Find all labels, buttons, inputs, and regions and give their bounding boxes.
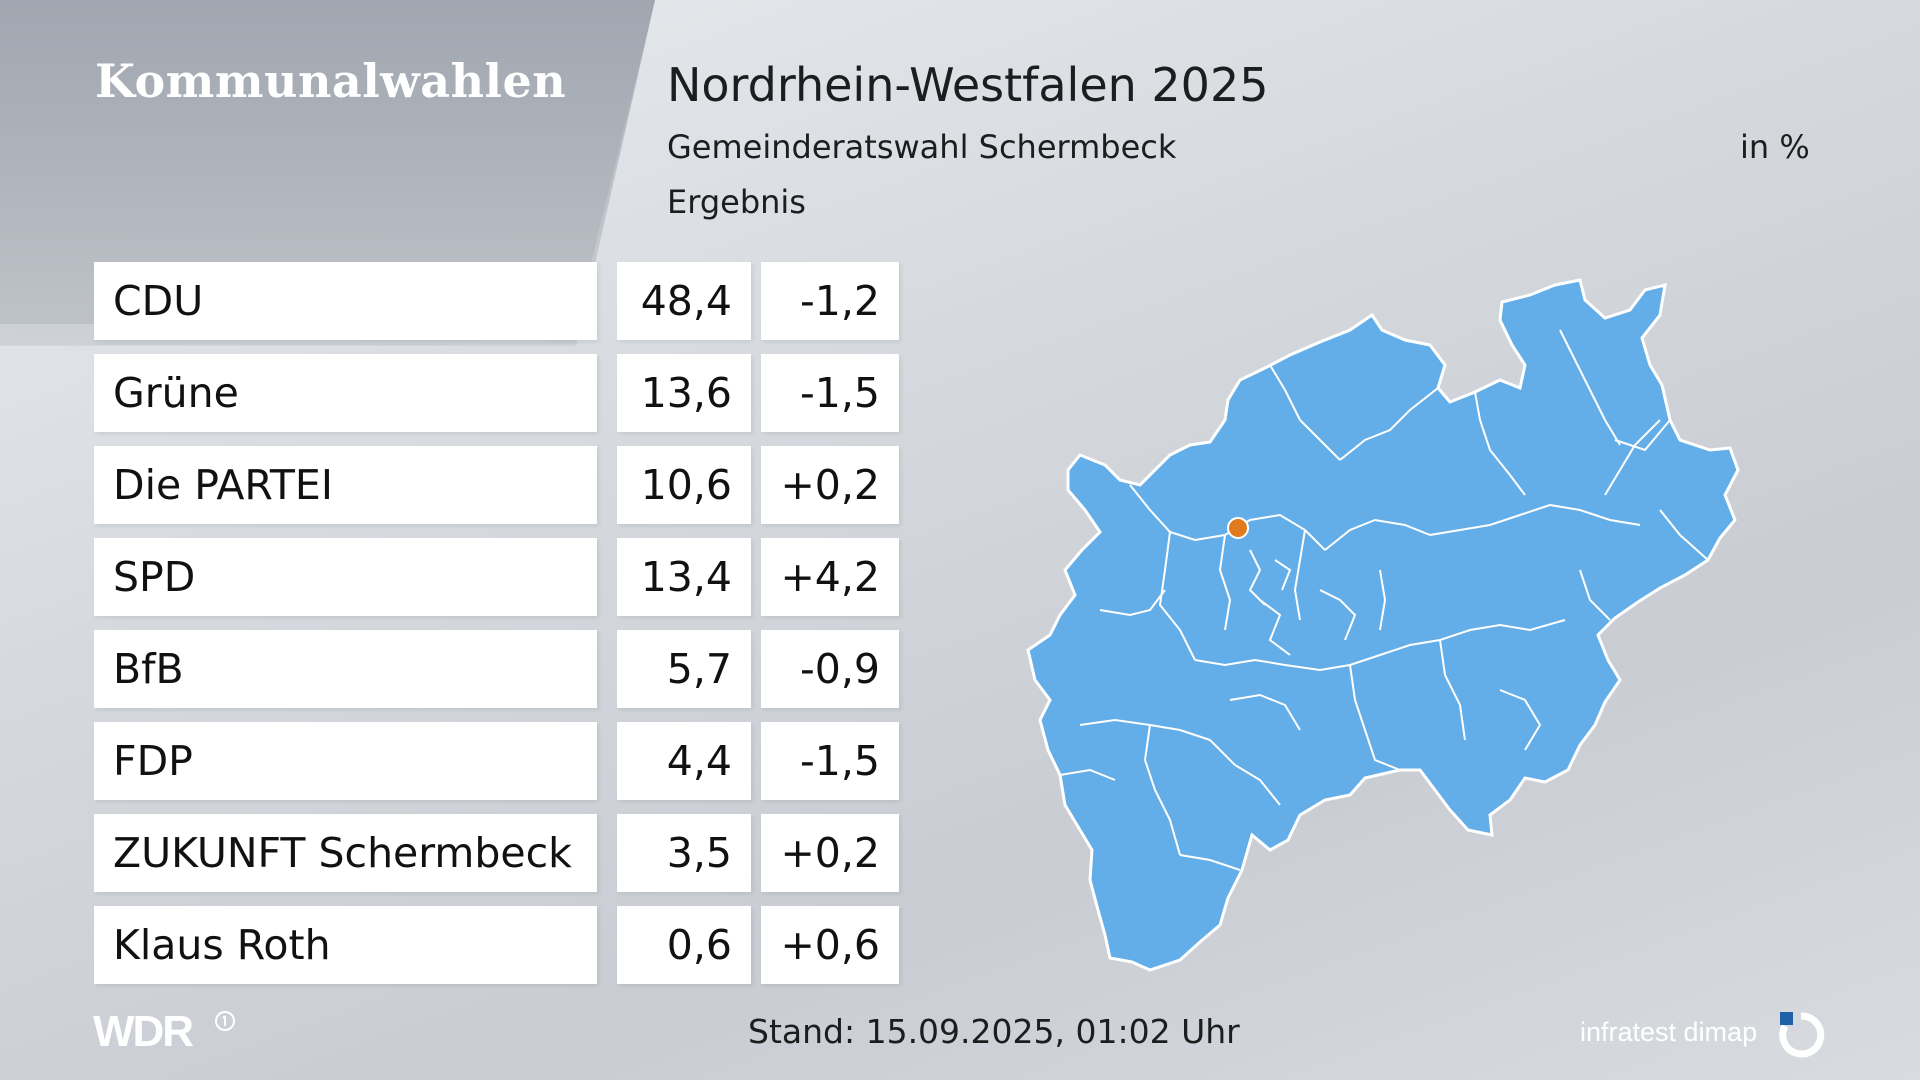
vote-share-cell: 48,4 xyxy=(617,262,751,340)
unit-label: in % xyxy=(1740,128,1810,166)
district-border xyxy=(1274,559,1292,591)
district-border xyxy=(1429,504,1551,536)
district-border xyxy=(1319,639,1441,671)
nrw-map xyxy=(1026,278,1740,972)
party-name-cell: BfB xyxy=(94,630,597,708)
table-row: SPD 13,4 +4,2 xyxy=(94,538,899,616)
table-row: FDP 4,4 -1,5 xyxy=(94,722,899,800)
vote-share-cell: 4,4 xyxy=(617,722,751,800)
district-border xyxy=(1218,534,1232,631)
district-border xyxy=(1579,569,1611,621)
ard-one-icon xyxy=(215,1011,235,1031)
page-title: Nordrhein-Westfalen 2025 xyxy=(667,58,1269,112)
result-label: Ergebnis xyxy=(667,183,806,221)
party-name-cell: ZUKUNFT Schermbeck xyxy=(94,814,597,892)
district-border xyxy=(1293,529,1306,621)
table-row: Die PARTEI 10,6 +0,2 xyxy=(94,446,899,524)
district-border xyxy=(1614,419,1671,452)
nrw-map-districts xyxy=(1059,329,1709,871)
district-border xyxy=(1158,531,1196,661)
district-border xyxy=(1379,569,1387,631)
vote-share-cell: 13,6 xyxy=(617,354,751,432)
change-cell: +0,6 xyxy=(761,906,899,984)
change-cell: +0,2 xyxy=(761,814,899,892)
district-border xyxy=(1549,504,1641,526)
change-cell: +0,2 xyxy=(761,446,899,524)
district-border xyxy=(1319,589,1357,641)
change-cell: -0,9 xyxy=(761,630,899,708)
district-border xyxy=(1474,391,1526,496)
vote-share-cell: 3,5 xyxy=(617,814,751,892)
district-border xyxy=(1259,599,1291,656)
district-border xyxy=(1059,768,1116,781)
table-row: ZUKUNFT Schermbeck 3,5 +0,2 xyxy=(94,814,899,892)
party-name-cell: FDP xyxy=(94,722,597,800)
district-border xyxy=(1194,658,1321,671)
district-border xyxy=(1499,689,1542,751)
party-name-cell: Grüne xyxy=(94,354,597,432)
table-row: CDU 48,4 -1,2 xyxy=(94,262,899,340)
change-cell: -1,5 xyxy=(761,722,899,800)
change-cell: +4,2 xyxy=(761,538,899,616)
party-name-cell: Die PARTEI xyxy=(94,446,597,524)
district-border xyxy=(1349,664,1401,771)
table-row: Klaus Roth 0,6 +0,6 xyxy=(94,906,899,984)
infratest-dimap-icon xyxy=(1779,1012,1825,1058)
change-cell: -1,2 xyxy=(761,262,899,340)
district-border xyxy=(1099,589,1166,617)
district-border xyxy=(1339,387,1439,461)
party-name-cell: Klaus Roth xyxy=(94,906,597,984)
party-name-cell: SPD xyxy=(94,538,597,616)
district-border xyxy=(1179,854,1241,871)
district-border xyxy=(1439,619,1566,641)
district-border xyxy=(1659,509,1709,561)
district-border xyxy=(1143,724,1181,856)
district-border xyxy=(1229,693,1301,731)
party-name-cell: CDU xyxy=(94,262,597,340)
district-border xyxy=(1248,549,1266,606)
source-logo-text: infratest dimap xyxy=(1580,1017,1758,1047)
district-border xyxy=(1559,329,1621,446)
district-border xyxy=(1324,518,1431,551)
vote-share-cell: 10,6 xyxy=(617,446,751,524)
district-border xyxy=(1604,419,1661,496)
schermbeck-location-marker xyxy=(1227,517,1249,539)
district-border xyxy=(1269,364,1341,461)
district-border xyxy=(1439,639,1466,741)
page-subtitle: Gemeinderatswahl Schermbeck xyxy=(667,128,1177,166)
wdr-logo: WDR xyxy=(93,1007,194,1056)
district-border xyxy=(1209,739,1281,806)
timestamp: Stand: 15.09.2025, 01:02 Uhr xyxy=(748,1012,1240,1051)
brand-title: Kommunalwahlen xyxy=(95,54,567,108)
vote-share-cell: 0,6 xyxy=(617,906,751,984)
table-row: BfB 5,7 -0,9 xyxy=(94,630,899,708)
vote-share-cell: 5,7 xyxy=(617,630,751,708)
change-cell: -1,5 xyxy=(761,354,899,432)
table-row: Grüne 13,6 -1,5 xyxy=(94,354,899,432)
nrw-map-outline xyxy=(1026,278,1740,972)
vote-share-cell: 13,4 xyxy=(617,538,751,616)
